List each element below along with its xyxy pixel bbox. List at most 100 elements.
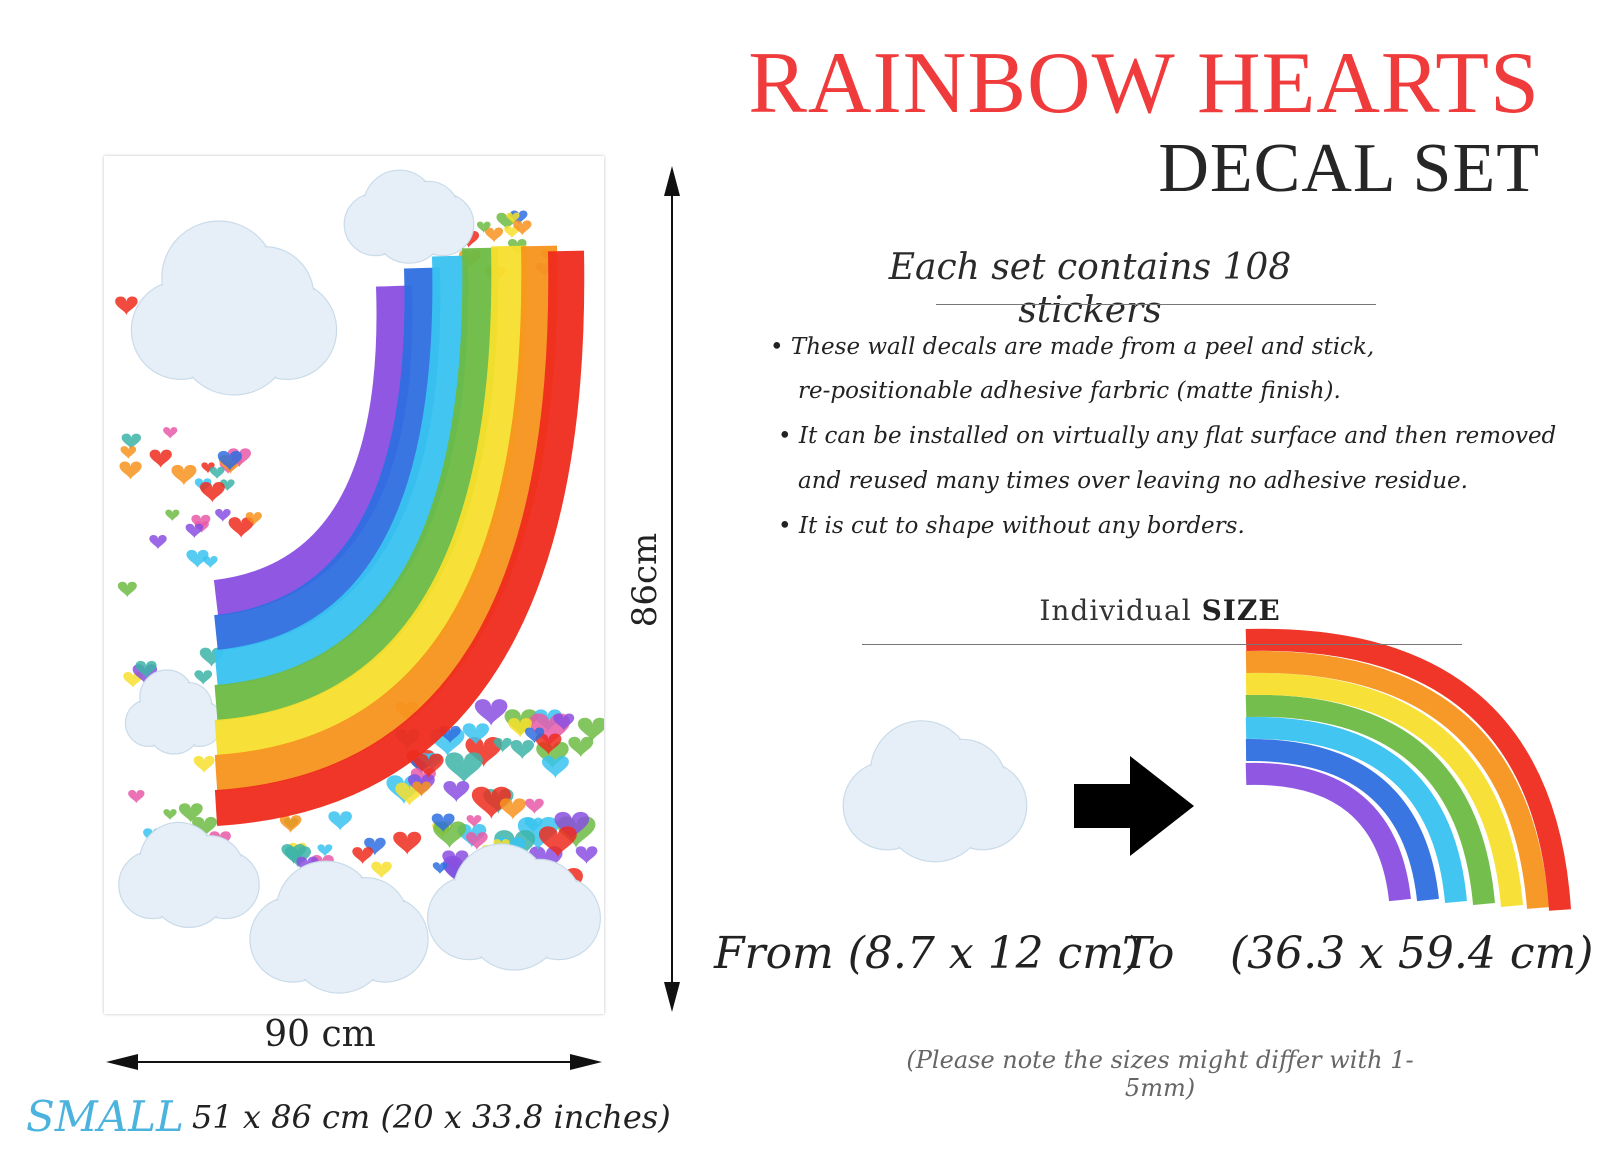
rainbow-band (214, 255, 469, 686)
width-label: 90 cm (264, 1014, 376, 1055)
heart-icon (476, 221, 491, 234)
rainbow-band (1245, 738, 1439, 902)
heart-icon (538, 826, 577, 858)
rainbow-band (1245, 650, 1549, 909)
height-arrow-icon (664, 166, 680, 1012)
heart-icon (442, 850, 469, 873)
heart-icon (443, 781, 470, 803)
size-details: 51 x 86 cm (20 x 33.8 inches) (192, 1098, 671, 1136)
heart-icon (328, 811, 352, 831)
size-label: SIZE (1201, 594, 1281, 627)
heart-icon (504, 225, 520, 239)
right-arrow-icon (1074, 756, 1194, 856)
heart-icon (120, 446, 137, 460)
rainbow-band (1245, 694, 1495, 905)
title-line-2: DECAL SET (1158, 130, 1540, 207)
heart-icon (513, 220, 532, 236)
heart-icon (186, 549, 209, 569)
rainbow-sticker (213, 245, 585, 826)
heart-icon (215, 509, 231, 522)
to-label: To (1122, 928, 1175, 979)
size-name: SMALL (26, 1092, 184, 1141)
bullet-2: • It can be installed on virtually any f… (778, 423, 1557, 449)
heart-icon (121, 433, 141, 450)
heart-icon (506, 212, 520, 224)
heart-icon (364, 837, 386, 856)
cloud-icon (118, 821, 260, 929)
bullet-2-cont: and reused many times over leaving no ad… (798, 468, 1468, 494)
individual-label: Individual (1039, 594, 1192, 627)
heart-icon (194, 670, 213, 685)
heart-icon (199, 482, 225, 503)
heart-icon (499, 798, 526, 820)
heart-icon (484, 227, 504, 243)
heart-icon (508, 718, 532, 738)
heart-icon (209, 466, 225, 480)
heart-icon (466, 815, 482, 828)
heart-icon (465, 737, 502, 768)
heart-icon (128, 790, 145, 804)
sticker-sheet (104, 156, 604, 1014)
heart-icon (466, 832, 488, 851)
heart-icon (284, 846, 312, 868)
heart-icon (228, 517, 254, 539)
rainbow-band (213, 267, 441, 651)
heart-icon (202, 556, 218, 569)
heart-icon (432, 862, 448, 875)
height-label: 86cm (625, 532, 665, 628)
rainbow-band (1245, 672, 1523, 907)
heart-icon (553, 713, 575, 731)
bullet-1-cont: re-positionable adhesive farbric (matte … (798, 378, 1341, 404)
to-size: (36.3 x 59.4 cm) (1230, 928, 1594, 979)
rainbow-band (214, 245, 528, 756)
heart-icon (445, 752, 483, 784)
heart-icon (191, 514, 211, 531)
divider-1 (936, 304, 1376, 305)
rainbow-band (1245, 762, 1411, 902)
cloud-icon (842, 720, 1028, 863)
heart-icon (165, 509, 180, 522)
heart-icon (493, 737, 512, 753)
heart-icon (220, 479, 235, 492)
cloud-icon (427, 843, 601, 971)
sticker-sheet-artwork (115, 169, 604, 994)
heart-icon (535, 733, 562, 756)
heart-icon (471, 786, 511, 820)
heart-icon (413, 753, 444, 779)
heart-icon (393, 831, 422, 856)
heart-icon (577, 717, 604, 742)
divider-2 (862, 644, 1462, 645)
from-size: From (8.7 x 12 cm) (714, 928, 1142, 979)
cloud-icon (130, 220, 338, 396)
heart-icon (568, 736, 594, 758)
heart-icon (554, 811, 590, 841)
heart-icon (245, 512, 262, 526)
rainbow-band (1245, 628, 1571, 911)
bullet-1: • These wall decals are made from a peel… (770, 334, 1375, 360)
heart-icon (178, 803, 203, 824)
heart-icon (117, 581, 137, 598)
heart-icon (201, 462, 215, 474)
heart-icon (115, 296, 138, 316)
width-arrow-icon (106, 1054, 602, 1070)
rainbow-sample-icon (1245, 628, 1571, 911)
heart-icon (525, 798, 544, 815)
heart-icon (279, 815, 302, 834)
heart-icon (541, 756, 569, 779)
heart-icon (575, 846, 598, 865)
cloud-icon (842, 720, 1028, 863)
title-line-1: RAINBOW HEARTS (748, 35, 1540, 132)
heart-icon (352, 847, 374, 865)
size-note: (Please note the sizes might differ with… (906, 1046, 1414, 1102)
heart-icon (149, 535, 167, 550)
heart-icon (412, 781, 431, 797)
heart-icon (317, 844, 333, 857)
rainbow-band (214, 250, 585, 826)
heart-icon (171, 464, 197, 486)
cloud-icon (343, 169, 475, 264)
rainbow-band (213, 285, 413, 616)
rainbow-band (1245, 716, 1467, 903)
heart-icon (149, 449, 172, 469)
heart-icon (462, 723, 490, 746)
